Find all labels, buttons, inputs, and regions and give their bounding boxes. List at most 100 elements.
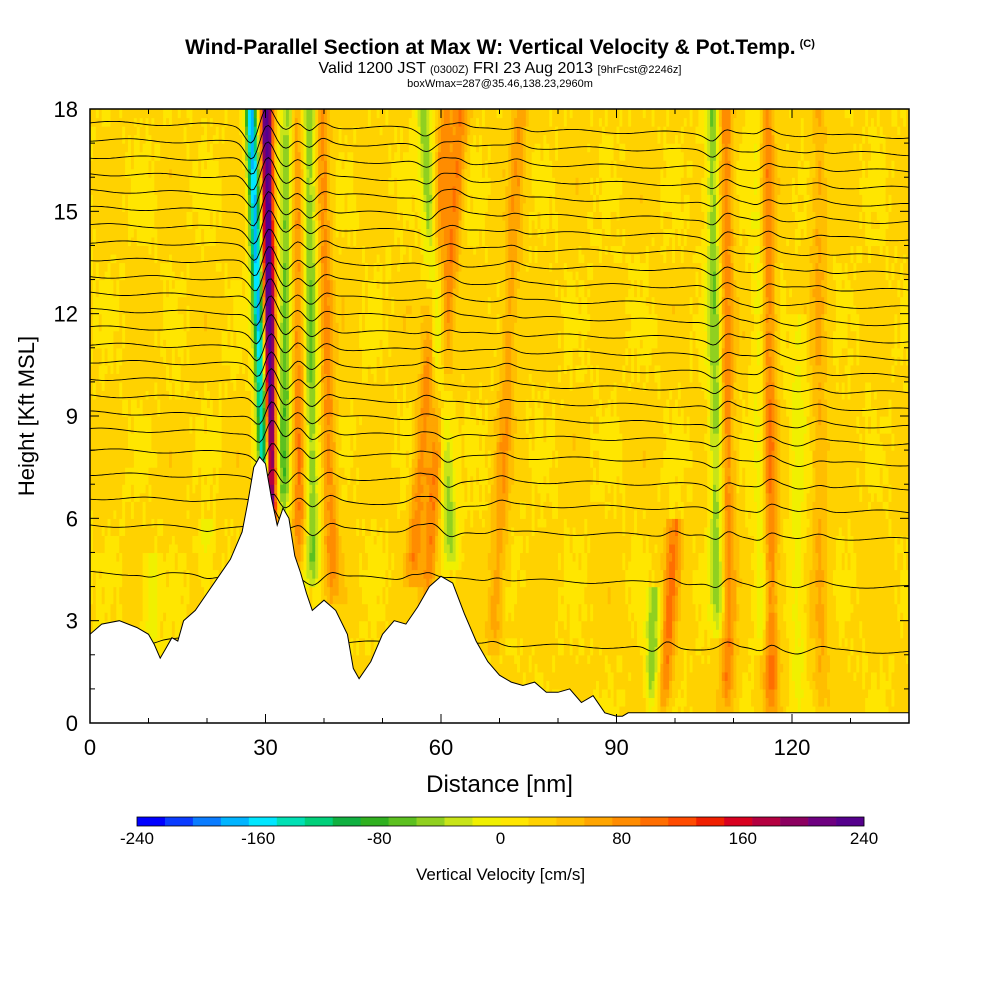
heat-cell: [107, 219, 112, 229]
heat-cell: [174, 373, 179, 383]
heat-cell: [192, 313, 196, 323]
heat-cell: [209, 151, 214, 161]
heat-cell: [180, 202, 185, 212]
heat-cell: [116, 416, 120, 426]
heat-cell: [122, 296, 126, 306]
heat-cell: [95, 347, 100, 357]
heat-cell: [90, 458, 94, 468]
heat-cell: [195, 509, 199, 519]
heat-cell: [130, 552, 135, 562]
heat-cell: [192, 390, 196, 400]
heat-cell: [110, 271, 114, 281]
heat-cell: [189, 416, 193, 426]
heat-cell: [125, 398, 129, 409]
heat-cell: [180, 305, 185, 315]
heat-cell: [180, 160, 185, 170]
heat-cell: [128, 450, 132, 460]
heat-cell: [215, 305, 220, 315]
heat-cell: [195, 151, 199, 161]
heat-cell: [95, 305, 100, 315]
heat-cell: [166, 160, 170, 170]
heat-cell: [207, 322, 211, 332]
heat-cell: [130, 262, 135, 272]
heat-cell: [180, 330, 185, 340]
heat-cell: [207, 475, 211, 485]
heat-cell: [192, 253, 196, 264]
heat-cell: [136, 202, 141, 212]
heat-cell: [122, 322, 126, 332]
heat-cell: [128, 271, 132, 281]
heat-cell: [166, 518, 170, 528]
heat-cell: [122, 398, 126, 409]
heat-cell: [201, 160, 205, 170]
heat-cell: [90, 484, 94, 494]
heat-cell: [128, 219, 132, 229]
heat-cell: [136, 228, 141, 238]
heat-cell: [163, 637, 167, 647]
heat-cell: [215, 535, 220, 545]
heat-cell: [133, 202, 138, 212]
heat-cell: [183, 569, 188, 579]
heat-cell: [142, 279, 147, 289]
heat-cell: [130, 603, 135, 613]
heat-cell: [90, 168, 94, 178]
heat-cell: [189, 433, 193, 443]
heat-cell: [92, 603, 97, 613]
heat-cell: [139, 543, 144, 554]
heat-cell: [160, 629, 164, 639]
heat-cell: [189, 330, 193, 340]
heat-cell: [209, 347, 214, 357]
heat-cell: [168, 398, 173, 409]
heat-cell: [204, 347, 208, 357]
heat-cell: [177, 202, 182, 212]
heat-cell: [133, 416, 138, 426]
heat-cell: [157, 586, 161, 596]
heat-cell: [113, 262, 117, 272]
heat-cell: [110, 578, 114, 588]
heat-cell: [110, 194, 114, 204]
heat-cell: [130, 330, 135, 340]
heat-cell: [145, 313, 150, 323]
heat-cell: [113, 390, 117, 400]
heat-cell: [130, 484, 135, 494]
heat-cell: [183, 586, 188, 596]
heat-cell: [113, 603, 117, 613]
heat-cell: [107, 552, 112, 562]
heat-cell: [142, 305, 147, 315]
heat-cell: [107, 356, 112, 366]
heat-cell: [116, 433, 120, 443]
heat-cell: [98, 194, 103, 204]
heat-cell: [166, 202, 170, 212]
heat-cell: [104, 424, 109, 434]
heat-cell: [119, 458, 123, 468]
heat-cell: [151, 202, 155, 212]
heat-cell: [186, 535, 191, 545]
heat-cell: [113, 211, 117, 221]
heat-cell: [116, 109, 120, 119]
heat-cell: [195, 134, 199, 144]
heat-cell: [163, 492, 167, 502]
heat-cell: [209, 253, 214, 264]
heat-cell: [122, 458, 126, 468]
heat-cell: [157, 433, 161, 443]
heat-cell: [92, 245, 97, 255]
heat-cell: [136, 296, 141, 306]
heat-cell: [163, 433, 167, 443]
heat-cell: [142, 228, 147, 238]
heat-cell: [139, 339, 144, 349]
heat-cell: [110, 407, 114, 417]
heat-cell: [212, 509, 217, 519]
heat-cell: [204, 228, 208, 238]
heat-cell: [171, 364, 176, 374]
heat-cell: [145, 245, 150, 255]
heat-cell: [119, 253, 123, 264]
heat-cell: [101, 467, 106, 477]
heat-cell: [122, 509, 126, 519]
heat-cell: [160, 373, 164, 383]
heat-cell: [104, 603, 109, 613]
heat-cell: [215, 416, 220, 426]
heat-cell: [195, 262, 199, 272]
heat-cell: [189, 339, 193, 349]
heat-cell: [145, 612, 150, 622]
heat-cell: [142, 560, 147, 571]
